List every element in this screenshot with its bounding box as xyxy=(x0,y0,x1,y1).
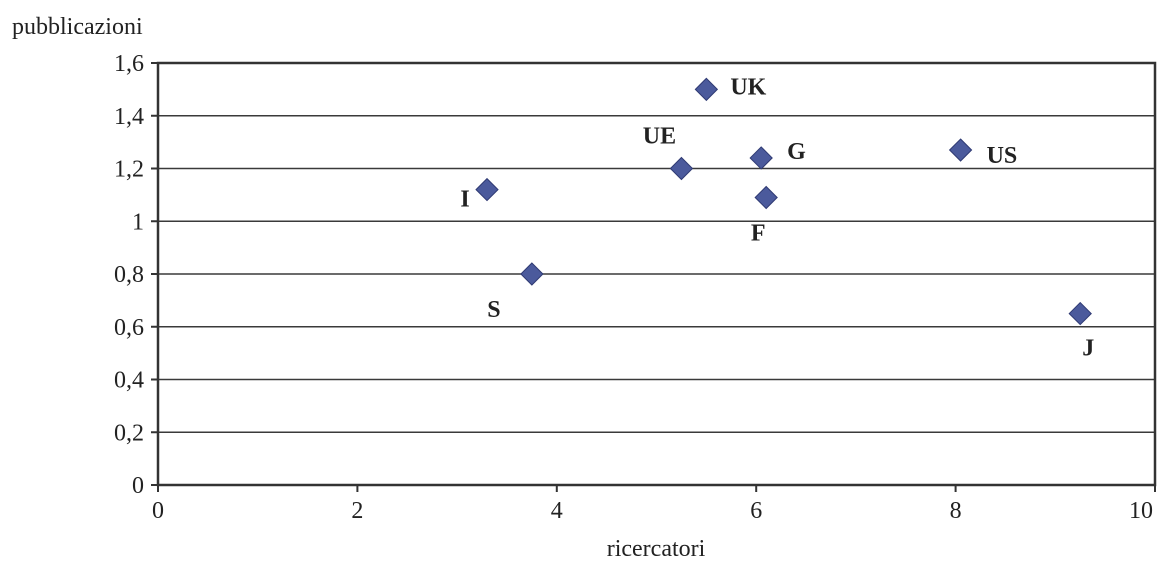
y-tick-label: 1,4 xyxy=(114,104,144,130)
axes xyxy=(151,62,1156,492)
y-tick-label: 0,8 xyxy=(114,262,144,288)
data-point-label: S xyxy=(487,297,500,323)
data-point-label: I xyxy=(460,187,469,213)
data-point-label: F xyxy=(751,221,766,247)
data-point-marker xyxy=(669,156,694,181)
y-tick-label: 1 xyxy=(132,209,144,235)
data-point-marker xyxy=(948,138,973,162)
x-tick-label: 0 xyxy=(152,498,164,524)
x-tick-label: 8 xyxy=(950,498,962,524)
data-point-label: J xyxy=(1082,336,1094,362)
x-tick-label: 10 xyxy=(1129,498,1153,524)
y-tick-label: 0,2 xyxy=(114,420,144,446)
data-point-label: US xyxy=(987,143,1018,169)
data-point-marker xyxy=(694,77,719,102)
x-tick-label: 2 xyxy=(351,498,363,524)
y-axis-title: pubblicazioni xyxy=(12,14,143,40)
data-point-marker xyxy=(520,262,544,286)
data-points xyxy=(475,77,1092,326)
y-tick-label: 1,6 xyxy=(114,51,144,77)
y-tick-label: 0,6 xyxy=(114,315,144,341)
y-tick-label: 1,2 xyxy=(114,157,144,183)
y-tick-label: 0,4 xyxy=(114,368,144,394)
data-point-label: UE xyxy=(643,124,676,150)
data-labels: UK UE G US I F S J xyxy=(460,74,1094,361)
data-point-marker xyxy=(754,185,778,210)
data-point-label: G xyxy=(787,139,806,165)
x-axis-title: ricercatori xyxy=(607,536,706,562)
x-tick-label: 6 xyxy=(750,498,762,524)
x-tick-label: 4 xyxy=(551,498,563,524)
tick-labels: 0 0,2 0,4 0,6 0,8 1 1,2 1,4 1,6 0 2 4 6 8 10 xyxy=(114,51,1153,524)
data-point-marker xyxy=(1068,301,1092,326)
y-tick-label: 0 xyxy=(132,473,144,499)
gridlines xyxy=(158,114,1155,434)
data-point-marker xyxy=(749,146,773,170)
data-point-label: UK xyxy=(730,74,766,100)
data-point-marker xyxy=(475,177,499,202)
